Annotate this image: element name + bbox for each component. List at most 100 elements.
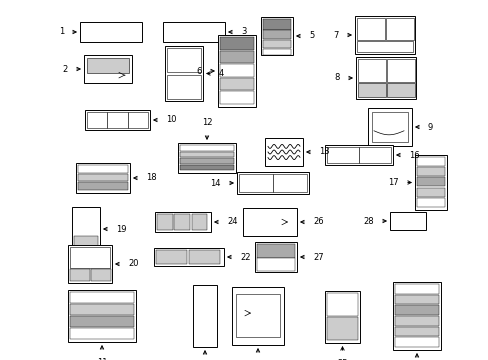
Bar	[371, 112, 407, 142]
Bar	[91, 269, 110, 281]
Bar	[236, 294, 280, 337]
Bar	[68, 290, 136, 342]
Bar	[87, 112, 107, 128]
Bar	[243, 208, 296, 236]
Bar	[394, 337, 438, 347]
Text: 28: 28	[363, 216, 373, 225]
Text: 1: 1	[59, 27, 64, 36]
Bar	[385, 18, 413, 40]
Text: 22: 22	[240, 252, 250, 261]
Bar	[263, 30, 290, 39]
Bar	[325, 291, 359, 343]
Bar	[180, 152, 234, 157]
Text: 26: 26	[312, 217, 323, 226]
Text: 7: 7	[333, 31, 338, 40]
Bar	[416, 157, 444, 166]
Bar	[220, 51, 253, 63]
Bar	[254, 242, 296, 272]
Text: 10: 10	[165, 116, 176, 125]
Bar	[357, 59, 386, 82]
Bar	[107, 112, 127, 128]
Bar	[78, 165, 128, 173]
Bar	[74, 235, 98, 249]
Text: 24: 24	[226, 217, 237, 226]
Bar	[80, 22, 142, 42]
Bar	[261, 17, 292, 55]
Bar	[157, 214, 172, 230]
Bar	[180, 165, 234, 171]
Bar	[416, 198, 444, 207]
Bar	[85, 110, 150, 130]
Bar	[70, 269, 90, 281]
Text: 25: 25	[337, 359, 347, 360]
Bar	[386, 83, 414, 97]
Text: 16: 16	[408, 150, 419, 159]
Bar	[68, 245, 112, 283]
Bar	[72, 207, 100, 251]
Bar	[154, 248, 224, 266]
Bar	[163, 22, 224, 42]
Text: 14: 14	[210, 179, 221, 188]
Bar	[358, 147, 390, 163]
Text: 3: 3	[241, 27, 246, 36]
Text: 17: 17	[387, 178, 398, 187]
Bar	[416, 177, 444, 186]
Bar	[257, 244, 294, 257]
Bar	[191, 214, 207, 230]
Bar	[367, 108, 411, 146]
Bar	[70, 328, 134, 339]
Bar	[394, 284, 438, 294]
Bar	[156, 250, 187, 264]
Bar	[70, 247, 110, 268]
Bar	[220, 78, 253, 90]
Text: 13: 13	[318, 148, 329, 157]
Bar	[357, 83, 386, 97]
Text: 18: 18	[146, 174, 156, 183]
Bar	[356, 41, 412, 52]
Text: 19: 19	[116, 225, 126, 234]
Text: 27: 27	[312, 252, 323, 261]
Bar	[416, 188, 444, 197]
Bar	[167, 48, 201, 72]
Bar	[354, 16, 414, 54]
Bar	[220, 91, 253, 104]
Text: 9: 9	[427, 122, 432, 131]
Bar	[263, 19, 290, 30]
Bar	[394, 305, 438, 315]
Bar	[167, 75, 201, 99]
Bar	[394, 327, 438, 336]
Bar	[272, 174, 306, 192]
Bar	[178, 143, 236, 173]
Bar	[220, 64, 253, 77]
Bar	[174, 214, 189, 230]
Bar	[70, 292, 134, 303]
Bar	[70, 304, 134, 315]
Bar	[326, 317, 357, 341]
Bar	[193, 285, 217, 347]
Bar	[386, 59, 414, 82]
Bar	[155, 212, 210, 232]
Bar	[325, 145, 392, 165]
Bar	[231, 287, 284, 345]
Bar	[237, 172, 308, 194]
Bar	[263, 40, 290, 48]
Bar	[87, 58, 129, 73]
Text: 12: 12	[202, 118, 212, 127]
Text: 4: 4	[219, 69, 224, 78]
Bar	[78, 182, 128, 190]
Bar	[239, 174, 272, 192]
Bar	[389, 212, 425, 230]
Bar	[416, 167, 444, 176]
Bar	[355, 57, 415, 99]
Text: 8: 8	[334, 73, 339, 82]
Bar	[84, 55, 132, 83]
Text: 2: 2	[62, 64, 68, 73]
Bar	[218, 35, 256, 107]
Text: 5: 5	[308, 31, 314, 40]
Bar	[180, 145, 234, 151]
Bar	[127, 112, 148, 128]
Bar	[76, 163, 130, 193]
Bar	[394, 316, 438, 325]
Bar	[180, 158, 234, 164]
Bar	[263, 49, 290, 55]
